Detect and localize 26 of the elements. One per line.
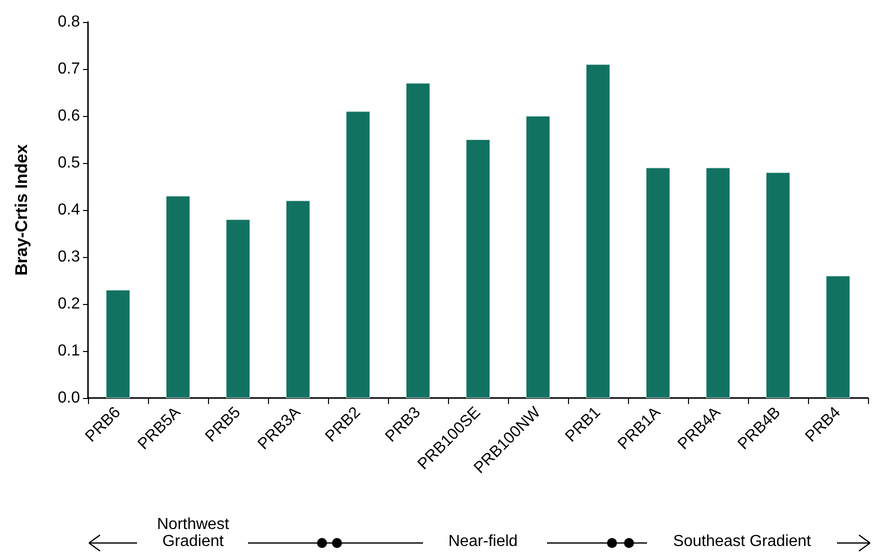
y-tick-label: 0.0 [58,390,80,406]
bar [826,276,850,398]
bar [346,111,370,398]
y-tick-label: 0.5 [58,154,80,172]
y-tick-label: 0.8 [58,14,80,30]
bar [286,200,310,398]
bar [646,168,670,398]
bar [406,83,430,398]
y-tick-label: 0.2 [58,296,80,312]
y-tick-label: 0.1 [58,342,80,360]
text: Southeast Gradient [647,533,837,550]
text: Northwest Gradient [138,516,248,550]
bar [466,140,490,398]
bar [706,168,730,398]
bar [766,172,790,398]
text: Near-field [423,533,543,550]
y-tick-label: 0.3 [58,248,80,266]
y-tick-label: 0.4 [58,202,80,218]
y-tick-label: 0.6 [58,108,80,124]
bar [166,196,190,398]
y-axis-title: Bray-Crtis Index [12,144,31,276]
bar [226,219,250,398]
bar [106,290,130,398]
bar [526,116,550,398]
y-tick-label: 0.7 [58,60,80,78]
bar [586,64,610,398]
